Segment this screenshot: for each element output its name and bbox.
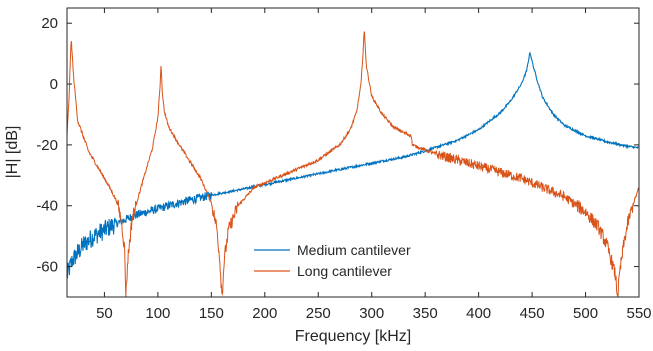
y-tick-label: -20: [36, 137, 58, 154]
x-tick-label: 200: [252, 305, 277, 322]
y-tick-label: 0: [50, 76, 58, 93]
legend-label: Long cantilever: [297, 263, 392, 279]
x-tick-label: 500: [573, 305, 598, 322]
y-tick-label: 20: [41, 15, 58, 32]
series-layer: [67, 31, 639, 297]
x-tick-label: 300: [359, 305, 384, 322]
x-axis: 50 100 150 200 250 300 350 400 450 500 550: [96, 8, 652, 322]
y-axis-label: |H| [dB]: [4, 126, 21, 179]
y-axis: 20 0 -20 -40 -60: [36, 15, 639, 276]
x-tick-label: 50: [96, 305, 113, 322]
x-tick-label: 400: [466, 305, 491, 322]
series-line-medium-cantilever: [67, 51, 639, 279]
x-tick-label: 450: [520, 305, 545, 322]
x-tick-label: 550: [626, 305, 651, 322]
plot-frame: [66, 7, 640, 298]
legend-label: Medium cantilever: [297, 242, 411, 258]
x-tick-label: 150: [199, 305, 224, 322]
x-tick-label: 350: [413, 305, 438, 322]
y-tick-label: -60: [36, 259, 58, 276]
x-tick-label: 100: [145, 305, 170, 322]
x-tick-label: 250: [306, 305, 331, 322]
legend-box: [247, 235, 446, 283]
x-axis-label: Frequency [kHz]: [295, 328, 411, 345]
y-tick-label: -40: [36, 198, 58, 215]
series-line-long-cantilever: [67, 31, 639, 297]
legend: Medium cantilever Long cantilever: [247, 235, 446, 283]
